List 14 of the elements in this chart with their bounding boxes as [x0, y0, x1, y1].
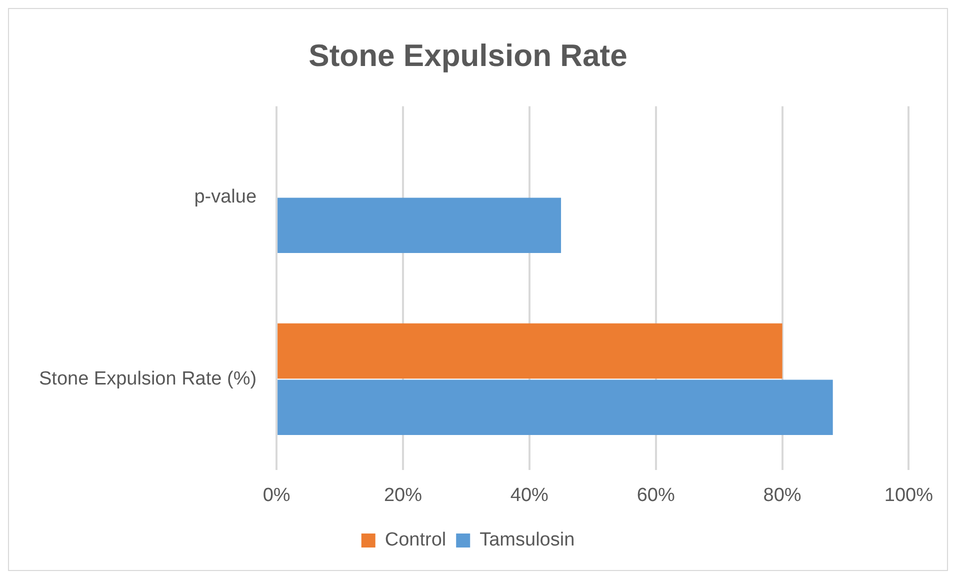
bar — [278, 323, 782, 379]
x-tick-label: 80% — [763, 484, 802, 506]
legend-label: Tamsulosin — [480, 530, 575, 551]
x-tick-label: 0% — [262, 484, 290, 506]
x-tick-label: 100% — [884, 484, 934, 506]
legend-label: Control — [384, 530, 446, 551]
bar — [278, 380, 833, 436]
x-tick-label: 60% — [636, 484, 675, 506]
chart-title: Stone Expulsion Rate — [308, 38, 628, 74]
x-tick-label: 20% — [384, 484, 422, 506]
y-tick-label: p-value — [194, 186, 257, 208]
y-tick-label: Stone Expulsion Rate (%) — [38, 368, 257, 390]
bar — [278, 198, 562, 254]
x-tick-label: 40% — [510, 484, 549, 506]
